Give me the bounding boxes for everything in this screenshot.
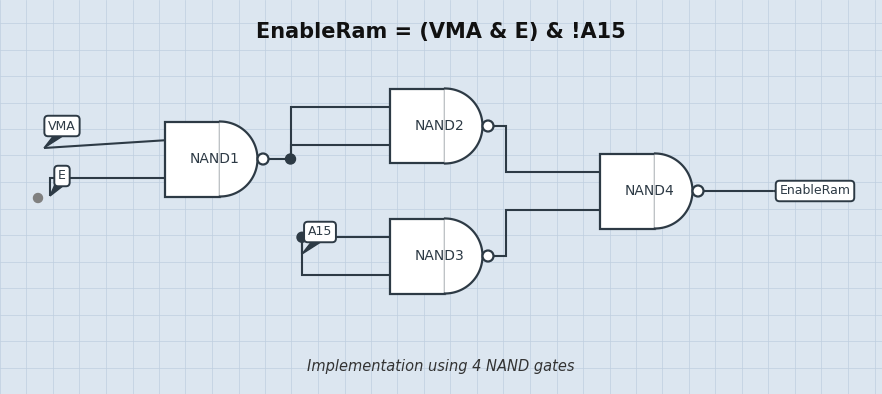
Polygon shape bbox=[773, 184, 798, 198]
Polygon shape bbox=[655, 154, 692, 229]
Circle shape bbox=[286, 154, 295, 164]
Text: NAND3: NAND3 bbox=[415, 249, 465, 263]
Polygon shape bbox=[600, 154, 655, 229]
Text: EnableRam = (VMA & E) & !A15: EnableRam = (VMA & E) & !A15 bbox=[256, 22, 626, 42]
Text: NAND2: NAND2 bbox=[415, 119, 465, 133]
Circle shape bbox=[482, 121, 494, 132]
Polygon shape bbox=[302, 239, 326, 254]
Circle shape bbox=[482, 251, 494, 262]
Circle shape bbox=[297, 232, 307, 242]
Polygon shape bbox=[445, 89, 482, 164]
Text: A15: A15 bbox=[308, 225, 333, 238]
Text: VMA: VMA bbox=[49, 119, 76, 132]
Text: Implementation using 4 NAND gates: Implementation using 4 NAND gates bbox=[307, 359, 575, 374]
Polygon shape bbox=[220, 121, 258, 197]
Polygon shape bbox=[50, 182, 68, 196]
Polygon shape bbox=[165, 121, 220, 197]
Text: NAND1: NAND1 bbox=[190, 152, 240, 166]
Polygon shape bbox=[445, 219, 482, 294]
Circle shape bbox=[34, 193, 42, 203]
Polygon shape bbox=[390, 89, 445, 164]
Text: NAND4: NAND4 bbox=[625, 184, 675, 198]
Circle shape bbox=[258, 154, 268, 165]
Circle shape bbox=[692, 186, 704, 197]
Text: EnableRam: EnableRam bbox=[780, 184, 850, 197]
Polygon shape bbox=[44, 133, 68, 148]
Polygon shape bbox=[390, 219, 445, 294]
Text: E: E bbox=[58, 169, 66, 182]
